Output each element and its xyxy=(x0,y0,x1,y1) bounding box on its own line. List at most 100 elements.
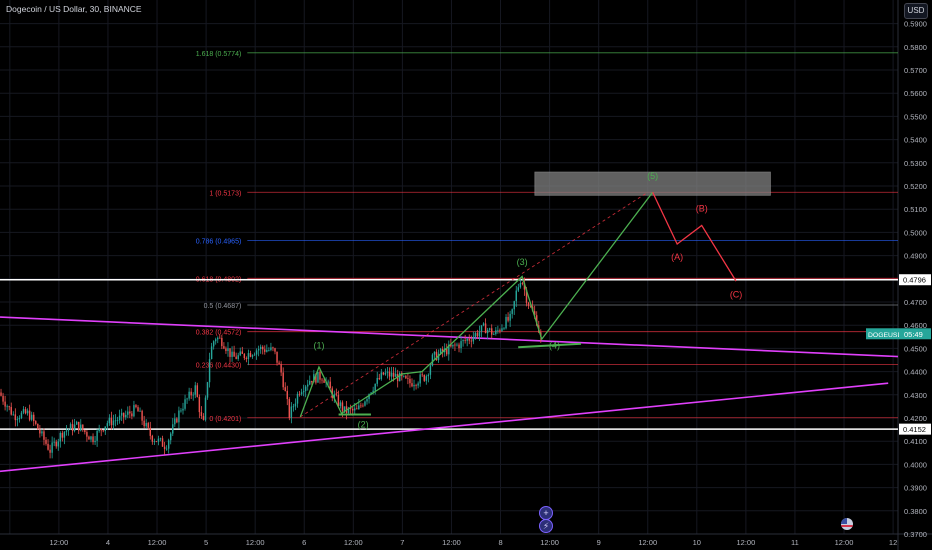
candle-body-15 xyxy=(30,414,33,420)
candle-body-22 xyxy=(45,439,47,444)
candle-body-106 xyxy=(217,337,219,340)
time-tick-label-1: 12:00 xyxy=(49,538,68,547)
candle-body-62 xyxy=(127,411,129,415)
candle-body-193 xyxy=(394,373,397,377)
candle-body-132 xyxy=(270,347,272,350)
candle-body-140 xyxy=(286,390,288,400)
candle-body-34 xyxy=(69,424,72,430)
candle-body-226 xyxy=(462,340,464,342)
candle-body-93 xyxy=(190,391,192,396)
candle-body-14 xyxy=(28,410,31,420)
candle-body-57 xyxy=(116,420,119,421)
candle-body-69 xyxy=(141,410,143,421)
candle-body-68 xyxy=(139,410,141,412)
support-mark-1 xyxy=(518,342,582,349)
candle-body-101 xyxy=(206,382,209,398)
candle-body-144 xyxy=(294,403,297,407)
candle-body-234 xyxy=(478,331,481,337)
candle-body-51 xyxy=(104,426,107,432)
currency-button[interactable]: USD xyxy=(904,3,928,19)
candle-body-97 xyxy=(198,396,201,413)
candle-body-261 xyxy=(533,311,536,316)
candle-body-121 xyxy=(247,353,250,360)
candle-body-31 xyxy=(63,431,66,438)
candle-body-126 xyxy=(257,349,260,351)
candle-body-259 xyxy=(529,305,532,307)
price-label-bg-2 xyxy=(866,328,899,340)
candle-body-103 xyxy=(210,346,213,360)
plus-icon[interactable]: + xyxy=(539,506,553,520)
candle-body-86 xyxy=(176,418,178,423)
candle-body-203 xyxy=(415,385,417,386)
candle-body-108 xyxy=(221,338,223,347)
candle-body-13 xyxy=(26,410,29,414)
countdown-tag: 05:49 xyxy=(904,330,923,339)
candle-body-200 xyxy=(409,378,411,384)
candle-body-228 xyxy=(466,338,468,341)
candle-body-43 xyxy=(88,436,90,440)
candle-body-172 xyxy=(351,408,354,411)
candle-body-118 xyxy=(241,351,244,354)
candle-body-81 xyxy=(165,448,168,450)
price-tick-label-9: 0.5000 xyxy=(904,228,927,237)
candle-body-11 xyxy=(22,409,25,413)
candle-body-139 xyxy=(284,387,286,391)
candle-body-61 xyxy=(125,414,127,418)
candle-body-170 xyxy=(347,408,350,413)
candle-body-16 xyxy=(33,414,35,422)
candle-body-243 xyxy=(497,330,499,331)
candle-body-186 xyxy=(380,372,383,380)
candle-body-187 xyxy=(382,372,385,375)
candle-body-71 xyxy=(145,423,147,427)
candle-body-54 xyxy=(110,417,113,426)
price-tick-label-10: 0.4900 xyxy=(904,252,927,261)
time-tick-label-16: 11 xyxy=(791,538,799,547)
candle-body-221 xyxy=(452,344,454,347)
candle-body-240 xyxy=(491,328,493,335)
candle-body-180 xyxy=(368,394,370,400)
candle-body-182 xyxy=(372,390,374,393)
candle-body-128 xyxy=(262,346,264,350)
impulse-wave-label-0: (1) xyxy=(313,340,324,350)
candle-body-147 xyxy=(300,392,303,395)
price-tick-label-12: 0.4700 xyxy=(904,298,927,307)
candle-body-17 xyxy=(35,421,37,424)
candle-body-174 xyxy=(356,408,358,410)
lightning-icon[interactable]: ⚡ xyxy=(539,519,553,533)
impulse-wave-label-3: (4) xyxy=(549,340,560,350)
symbol-price-tag: DOGEUSD xyxy=(868,332,902,339)
candle-body-28 xyxy=(57,441,59,447)
candle-body-125 xyxy=(255,350,258,355)
candle-body-80 xyxy=(163,446,166,449)
price-tick-label-6: 0.5300 xyxy=(904,159,927,168)
candle-body-105 xyxy=(214,339,217,342)
candle-body-29 xyxy=(59,433,62,442)
candle-body-48 xyxy=(98,428,100,431)
price-tick-label-0: 0.5900 xyxy=(904,20,927,29)
trendline-1 xyxy=(0,382,889,473)
candle-body-102 xyxy=(208,359,211,383)
time-tick-label-15: 12:00 xyxy=(736,538,755,547)
candle-body-6 xyxy=(12,414,15,416)
candle-body-160 xyxy=(327,381,329,383)
time-tick-label-13: 12:00 xyxy=(638,538,657,547)
candle-body-155 xyxy=(317,372,319,383)
candle-body-55 xyxy=(112,420,115,426)
candle-body-129 xyxy=(264,349,266,352)
candle-body-5 xyxy=(10,406,12,415)
candle-body-150 xyxy=(306,384,309,387)
corrective-wave-label-1: (B) xyxy=(696,204,708,214)
candle-body-94 xyxy=(192,394,194,396)
candle-body-74 xyxy=(151,435,154,442)
candle-body-1 xyxy=(2,395,4,402)
candle-body-77 xyxy=(157,438,160,442)
time-tick-label-4: 5 xyxy=(204,538,208,547)
candle-body-82 xyxy=(167,440,170,449)
candle-body-222 xyxy=(454,344,456,346)
price-tick-label-8: 0.5100 xyxy=(904,205,927,214)
time-tick-label-10: 8 xyxy=(498,538,502,547)
candle-body-168 xyxy=(343,406,346,411)
price-label-1: 0.4152 xyxy=(903,425,926,434)
candle-body-166 xyxy=(339,402,342,407)
